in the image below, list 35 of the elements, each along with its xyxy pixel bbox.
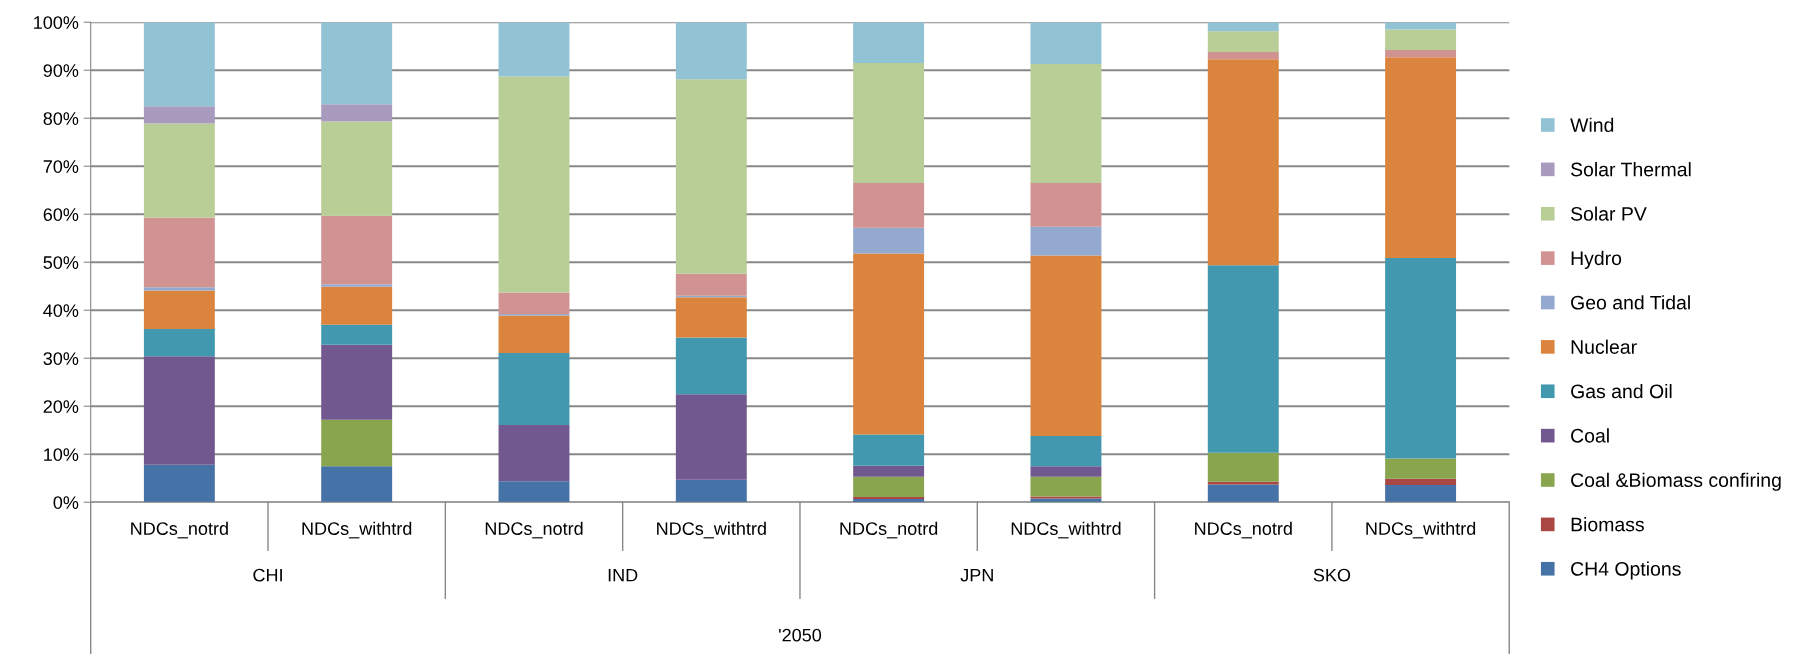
y-tick-label: 90% bbox=[43, 64, 79, 77]
y-tick-label: 0% bbox=[53, 496, 79, 509]
legend-label: Coal &Biomass confiring bbox=[1571, 472, 1781, 491]
x-tick-label: NDCs_withtrd bbox=[1011, 521, 1121, 539]
legend-label: Nuclear bbox=[1571, 339, 1637, 354]
text: '2050 bbox=[779, 628, 822, 642]
legend-label: CH4 Options bbox=[1571, 561, 1681, 580]
y-tick-label: 50% bbox=[43, 256, 79, 269]
y-tick-label: 10% bbox=[44, 448, 79, 461]
legend-label: Solar Thermal bbox=[1570, 162, 1691, 177]
legend-label: Coal bbox=[1571, 428, 1609, 443]
y-tick-label: 100% bbox=[34, 16, 79, 29]
y-tick-label: 60% bbox=[43, 208, 79, 221]
y-tick-label: 20% bbox=[43, 400, 79, 413]
x-tick-label: NDCs_notrd bbox=[840, 521, 938, 539]
legend-label: Gas and Oil bbox=[1571, 383, 1672, 399]
legend-label: Wind bbox=[1570, 117, 1614, 132]
legend-label: Biomass bbox=[1571, 517, 1644, 532]
legend-label: Geo and Tidal bbox=[1571, 295, 1690, 310]
legend-label: Hydro bbox=[1571, 250, 1622, 269]
text: IND bbox=[608, 568, 638, 582]
text: JPN bbox=[960, 568, 993, 582]
legend-label: Solar PV bbox=[1570, 206, 1647, 221]
text: CHI bbox=[253, 568, 282, 582]
x-tick-label: NDCs_withtrd bbox=[657, 521, 766, 539]
x-tick-label: NDCs_withtrd bbox=[302, 521, 412, 539]
x-tick-label: NDCs_withtrd bbox=[1366, 521, 1476, 539]
text: SKO bbox=[1313, 568, 1351, 582]
y-tick-label: 40% bbox=[43, 304, 79, 317]
x-tick-label: NDCs_notrd bbox=[131, 521, 228, 539]
y-tick-label: 30% bbox=[43, 352, 79, 365]
x-tick-label: NDCs_notrd bbox=[1195, 521, 1292, 539]
y-tick-label: 80% bbox=[43, 112, 79, 125]
y-tick-label: 70% bbox=[43, 160, 79, 173]
x-tick-label: NDCs_notrd bbox=[485, 521, 583, 539]
